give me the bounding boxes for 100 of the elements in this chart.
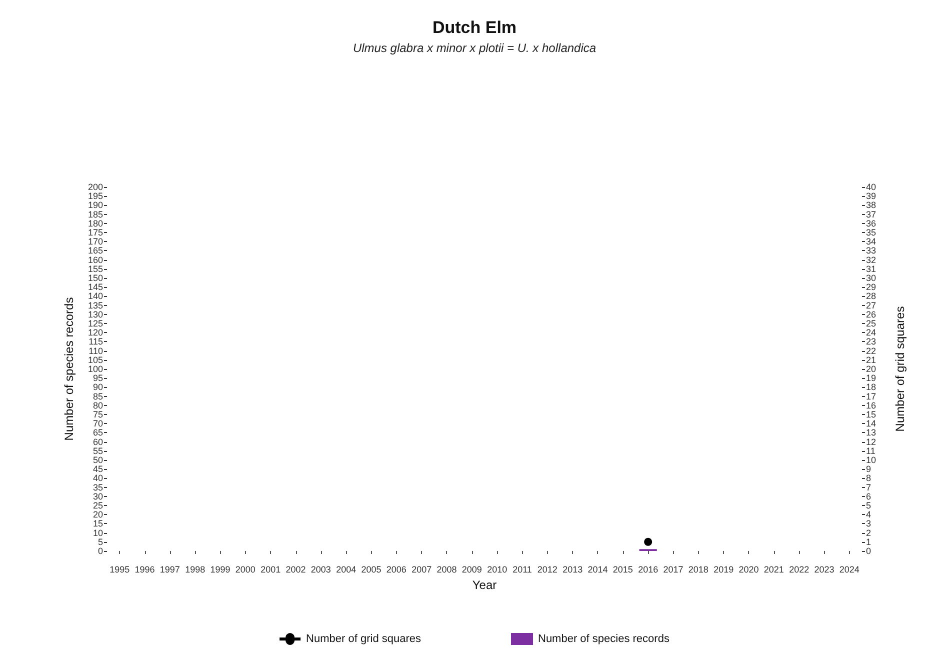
y-tick-label: 25 xyxy=(92,500,103,510)
x-tick-label: 2016 xyxy=(638,564,658,574)
y2-tick-label: 21 xyxy=(866,354,876,365)
x-tick-label: 2002 xyxy=(286,564,306,574)
y-tick-label: 60 xyxy=(92,436,103,447)
y-tick-label: 190 xyxy=(88,200,103,210)
x-tick-label: 2010 xyxy=(487,564,508,574)
y2-tick-label: 13 xyxy=(866,428,876,438)
y-tick-label: 150 xyxy=(88,273,103,283)
y2-tick-label: 0 xyxy=(866,546,872,556)
y2-tick-label: 27 xyxy=(866,300,876,310)
y-tick-label: 175 xyxy=(88,228,103,238)
y-tick-label: 135 xyxy=(88,300,103,310)
y-tick-label: 110 xyxy=(88,346,103,356)
y-tick-label: 75 xyxy=(92,410,103,420)
y-tick-label: 140 xyxy=(88,291,103,302)
x-tick-label: 2017 xyxy=(663,564,684,574)
y2-tick-label: 32 xyxy=(866,254,876,265)
y2-tick-label: 20 xyxy=(866,364,876,374)
y-tick-label: 195 xyxy=(88,191,103,202)
x-tick-label: 2019 xyxy=(714,564,734,574)
y2-tick-label: 36 xyxy=(866,218,876,228)
y-tick-label: 15 xyxy=(92,518,103,529)
y2-tick-label: 34 xyxy=(866,236,876,247)
x-tick-label: 2006 xyxy=(386,564,406,574)
y-tick-label: 85 xyxy=(92,391,103,402)
x-tick-label: 1997 xyxy=(160,564,180,574)
y-tick-label: 55 xyxy=(92,446,103,456)
y2-tick-label: 25 xyxy=(866,318,876,328)
y2-axis-title: Number of grid squares xyxy=(893,306,907,432)
legend-label: Number of species records xyxy=(538,633,670,645)
y-tick-label: 35 xyxy=(92,482,103,492)
y-tick-label: 10 xyxy=(92,528,103,538)
x-tick-label: 2011 xyxy=(512,564,532,574)
y2-tick-label: 38 xyxy=(866,200,876,210)
y2-tick-label: 37 xyxy=(866,209,876,220)
y-tick-label: 90 xyxy=(92,382,103,392)
y-tick-label: 100 xyxy=(88,364,103,374)
x-tick-label: 2022 xyxy=(789,564,810,574)
y2-tick-label: 5 xyxy=(866,500,872,510)
y-tick-label: 95 xyxy=(92,373,103,384)
x-tick-label: 2013 xyxy=(562,564,583,574)
y2-tick-label: 7 xyxy=(866,482,872,492)
y-tick-label: 40 xyxy=(92,473,103,484)
x-tick-label: 1999 xyxy=(210,564,230,574)
y2-tick-label: 19 xyxy=(866,373,876,384)
y-tick-label: 105 xyxy=(88,354,103,365)
y-tick-label: 5 xyxy=(98,536,103,547)
x-tick-label: 2021 xyxy=(764,564,784,574)
y-tick-label: 180 xyxy=(88,218,103,228)
y-tick-label: 20 xyxy=(92,510,103,520)
y2-tick-label: 33 xyxy=(866,246,876,256)
y2-tick-label: 29 xyxy=(866,282,876,292)
y-tick-label: 70 xyxy=(92,418,103,429)
y2-tick-label: 10 xyxy=(866,455,876,465)
x-tick-label: 2007 xyxy=(412,564,432,574)
y2-tick-label: 40 xyxy=(866,182,876,192)
x-tick-label: 2000 xyxy=(235,564,256,574)
y2-tick-label: 2 xyxy=(866,528,872,538)
x-tick-label: 2018 xyxy=(688,564,708,574)
y2-tick-label: 8 xyxy=(866,473,872,484)
x-tick-label: 2005 xyxy=(361,564,382,574)
x-axis-title: Year xyxy=(472,578,497,592)
chart-title: Dutch Elm xyxy=(432,18,517,37)
y-tick-label: 170 xyxy=(88,236,103,247)
y2-tick-label: 3 xyxy=(866,518,872,529)
y2-tick-label: 26 xyxy=(866,309,876,320)
y-tick-label: 45 xyxy=(92,464,103,474)
y-tick-label: 165 xyxy=(88,246,103,256)
y-tick-label: 200 xyxy=(88,182,103,192)
y-tick-label: 125 xyxy=(88,318,103,328)
y2-tick-label: 9 xyxy=(866,464,872,474)
y2-tick-label: 18 xyxy=(866,382,876,392)
x-tick-label: 2015 xyxy=(612,564,633,574)
y2-tick-label: 4 xyxy=(866,510,872,520)
y-tick-label: 0 xyxy=(98,546,103,556)
y2-tick-label: 31 xyxy=(866,264,876,274)
y-axis-title: Number of species records xyxy=(62,297,76,441)
x-tick-label: 2004 xyxy=(336,564,356,574)
x-tick-label: 2012 xyxy=(537,564,558,574)
x-tick-label: 2009 xyxy=(462,564,482,574)
y-tick-label: 160 xyxy=(88,254,103,265)
y-tick-label: 145 xyxy=(88,282,103,292)
x-tick-label: 1995 xyxy=(110,564,130,574)
y2-tick-label: 11 xyxy=(866,446,876,456)
y2-tick-label: 12 xyxy=(866,436,876,447)
y2-tick-label: 30 xyxy=(866,273,876,283)
y2-tick-label: 14 xyxy=(866,418,876,429)
y2-tick-label: 35 xyxy=(866,228,876,238)
y2-tick-label: 6 xyxy=(866,491,872,502)
y-tick-label: 50 xyxy=(92,455,103,465)
y-tick-label: 115 xyxy=(88,336,103,347)
x-tick-label: 1998 xyxy=(185,564,206,574)
y2-tick-label: 23 xyxy=(866,336,876,347)
y2-tick-label: 28 xyxy=(866,291,876,302)
x-tick-label: 2014 xyxy=(588,564,608,574)
x-tick-label: 2003 xyxy=(310,564,331,574)
y-tick-label: 30 xyxy=(92,491,103,502)
y2-tick-label: 17 xyxy=(866,391,876,402)
x-tick-label: 1996 xyxy=(134,564,155,574)
